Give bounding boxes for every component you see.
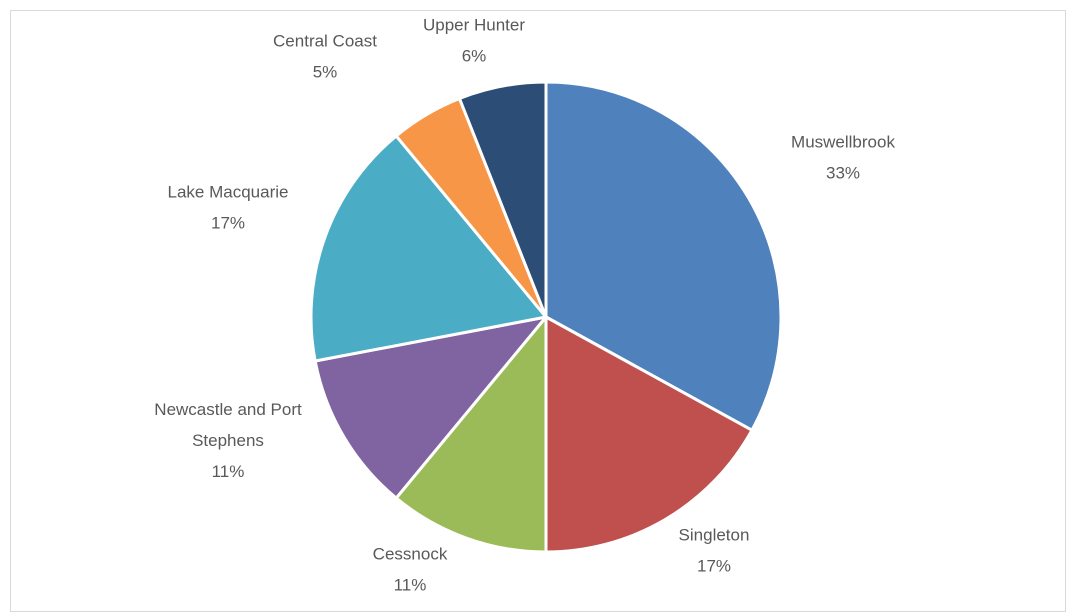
pie-slice-cessnock <box>394 315 548 554</box>
slice-percent: 33% <box>826 164 860 183</box>
pie-slice-newcastle-and-port-stephens <box>313 315 548 500</box>
pie-slice-upper-hunter <box>457 80 548 319</box>
slice-percent: 11% <box>212 462 245 481</box>
slice-label-singleton: Singleton 17% <box>679 526 750 576</box>
pie-slice-muswellbrook <box>544 80 783 432</box>
slice-percent: 11% <box>394 576 427 595</box>
slice-label-muswellbrook: Muswellbrook 33% <box>791 133 895 183</box>
slice-name-line: Newcastle and Port <box>154 400 302 419</box>
pie-slice-singleton <box>544 315 754 554</box>
slice-percent: 5% <box>313 63 338 82</box>
slice-percent: 17% <box>697 557 731 576</box>
slice-percent: 17% <box>211 214 245 233</box>
pie-slice-lake-macquarie <box>309 134 548 363</box>
pie-slices <box>309 80 783 554</box>
slice-label-central-coast: Central Coast 5% <box>273 32 377 82</box>
slice-percent: 6% <box>462 47 487 66</box>
slice-name-line: Upper Hunter <box>423 16 525 35</box>
slice-name-line: Central Coast <box>273 32 377 51</box>
slice-label-upper-hunter: Upper Hunter 6% <box>423 16 525 66</box>
slice-name-line: Cessnock <box>373 545 448 564</box>
slice-name-line: Singleton <box>679 526 750 545</box>
pie-labels: Muswellbrook 33%Singleton 17%Cessnock 11%Ne… <box>154 16 895 595</box>
slice-label-lake-macquarie: Lake Macquarie 17% <box>168 183 289 233</box>
slice-name-line: Lake Macquarie <box>168 183 289 202</box>
slice-name-line: Muswellbrook <box>791 133 895 152</box>
slice-name-line: Stephens <box>192 431 264 450</box>
slice-label-cessnock: Cessnock 11% <box>373 545 448 595</box>
slice-label-newcastle-and-port-stephens: Newcastle and Port Stephens 11% <box>154 400 302 481</box>
